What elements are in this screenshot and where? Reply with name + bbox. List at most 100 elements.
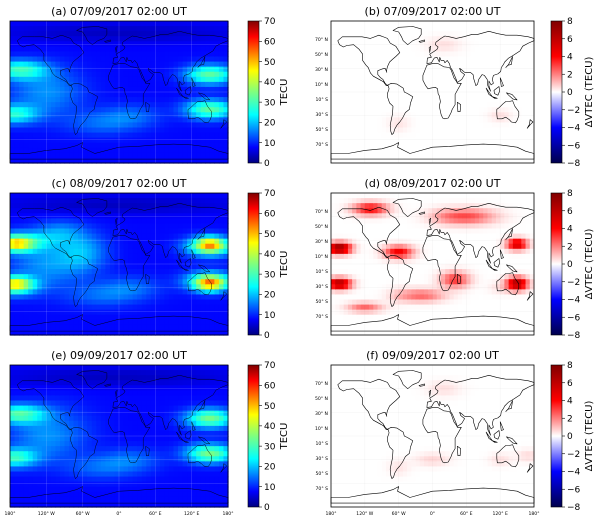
lon-tick-e-6: 180° (222, 511, 233, 517)
lat-tick-b-6: 50° S (315, 127, 328, 133)
colorbar-tick-f-8: 8 (567, 361, 573, 371)
colorbar-tick-b-0: −8 (567, 159, 581, 169)
coastlines-b (330, 26, 535, 160)
colorbar-tick-b-5: 2 (567, 70, 573, 80)
lat-tick-d-0: 70° N (315, 209, 328, 215)
lat-tick-d-4: 10° S (315, 269, 328, 275)
colorbar-tick-f-5: 2 (567, 414, 573, 424)
lat-tick-d-5: 30° S (315, 284, 328, 290)
panel-a: (a) 07/09/2017 02:00 UT 0 10 20 30 40 50 60 70 TE… (9, 5, 290, 169)
colorbar-tick-b-1: −6 (567, 141, 581, 151)
colorbar-e: 0 10 20 30 40 50 60 70 TECU (247, 361, 290, 513)
colorbar-tick-c-6: 60 (264, 209, 276, 219)
map-frame-c (9, 192, 229, 336)
colorbar-tick-b-8: 8 (567, 17, 573, 27)
lon-tick-e-1: 120° W (38, 511, 56, 517)
map-frame-a (9, 20, 229, 164)
colorbar-label-a: TECU (279, 79, 290, 107)
colorbar-tick-c-1: 10 (264, 311, 276, 321)
lat-tick-f-6: 50° S (315, 471, 328, 477)
gridlines-a (10, 21, 228, 163)
colorbar-tick-c-7: 70 (264, 189, 276, 199)
panel-title-f: (f) 09/09/2017 02:00 UT (366, 349, 499, 362)
colorbar-tick-a-4: 40 (264, 78, 276, 88)
lon-tick-e-3: 0° (116, 511, 121, 517)
panel-e: (e) 09/09/2017 02:00 UT 180° 120° W 60° W 0°… (4, 349, 290, 517)
panel-b: (b) 07/09/2017 02:00 UT 70° N 50° N 30° N 10… (315, 5, 595, 169)
colorbar-tick-e-7: 70 (264, 361, 276, 371)
colorbar-tick-a-7: 70 (264, 17, 276, 27)
colorbar-tick-d-1: −6 (567, 313, 581, 323)
colorbar-tick-d-4: 0 (567, 260, 573, 270)
map-frame-d (330, 192, 535, 336)
colorbar-tick-d-8: 8 (567, 189, 573, 199)
gridlines-c (10, 193, 228, 335)
colorbar-tick-c-3: 30 (264, 270, 276, 280)
colorbar-tick-b-3: −2 (567, 106, 580, 116)
coastlines-c (9, 198, 229, 332)
panel-c: (c) 08/09/2017 02:00 UT 0 10 20 30 40 50 60 70 TE… (9, 177, 290, 341)
colorbar-d: −8 −6 −4 −2 0 2 4 6 8 ΔVTEC (TECU) (550, 189, 595, 341)
colorbar-tick-d-5: 2 (567, 242, 573, 252)
heatmap-e (10, 365, 229, 508)
lon-tick-f-4: 60° E (460, 511, 473, 517)
lat-tick-d-3: 10° N (315, 254, 328, 260)
map-frame-f (330, 364, 535, 508)
colorbar-tick-b-6: 4 (567, 53, 573, 63)
lat-tick-f-1: 50° N (315, 396, 328, 402)
lon-tick-f-0: 180° (325, 511, 336, 517)
colorbar-tick-e-2: 20 (264, 463, 276, 473)
colorbar-tick-a-1: 10 (264, 139, 276, 149)
colorbar-tick-e-4: 40 (264, 422, 276, 432)
coastlines-a (9, 26, 229, 160)
lon-tick-f-5: 120° E (492, 511, 508, 517)
lat-tick-f-3: 10° N (315, 426, 328, 432)
colorbar-tick-a-3: 30 (264, 98, 276, 108)
lat-tick-b-5: 30° S (315, 112, 328, 118)
colorbar-tick-f-1: −6 (567, 485, 581, 495)
colorbar-tick-e-5: 50 (264, 402, 276, 412)
colorbar-tick-a-2: 20 (264, 119, 276, 129)
lon-tick-f-2: 60° W (392, 511, 407, 517)
coastlines-d (330, 198, 535, 332)
gridlines-f (331, 365, 534, 507)
colorbar-tick-d-3: −2 (567, 278, 580, 288)
heatmap-f (331, 365, 535, 508)
gridlines-e (10, 365, 228, 507)
gridlines-b (331, 21, 534, 163)
coastlines-e (9, 370, 229, 504)
lat-tick-b-3: 10° N (315, 82, 328, 88)
gridlines-d (331, 193, 534, 335)
heatmap-d (331, 193, 535, 336)
lat-tick-f-5: 30° S (315, 456, 328, 462)
heatmap-c (10, 193, 229, 336)
lat-tick-b-2: 30° N (315, 67, 328, 73)
lon-tick-f-6: 180° (528, 511, 539, 517)
map-frame-b (330, 20, 535, 164)
colorbar-label-b: ΔVTEC (TECU) (584, 57, 595, 128)
colorbar-tick-f-4: 0 (567, 432, 573, 442)
lat-tick-b-1: 50° N (315, 52, 328, 58)
colorbar-tick-e-0: 0 (264, 503, 270, 513)
colorbar-tick-c-5: 50 (264, 230, 276, 240)
coastlines-f (330, 370, 535, 504)
lon-tick-e-0: 180° (4, 511, 15, 517)
lat-tick-f-0: 70° N (315, 381, 328, 387)
panel-d: (d) 08/09/2017 02:00 UT 70° N 50° N 30° N 10… (315, 177, 595, 341)
colorbar-b: −8 −6 −4 −2 0 2 4 6 8 ΔVTEC (TECU) (550, 17, 595, 169)
lat-tick-b-0: 70° N (315, 37, 328, 43)
lat-tick-f-2: 30° N (315, 411, 328, 417)
lat-tick-f-7: 70° S (315, 486, 328, 492)
colorbar-tick-d-6: 4 (567, 225, 573, 235)
panel-title-c: (c) 08/09/2017 02:00 UT (52, 177, 187, 190)
colorbar-label-f: ΔVTEC (TECU) (584, 401, 595, 472)
colorbar-tick-b-7: 6 (567, 35, 573, 45)
colorbar-label-e: TECU (279, 423, 290, 451)
colorbar-tick-f-3: −2 (567, 450, 580, 460)
lat-tick-b-4: 10° S (315, 97, 328, 103)
heatmap-b (331, 21, 535, 164)
colorbar-tick-d-7: 6 (567, 207, 573, 217)
lat-tick-d-2: 30° N (315, 239, 328, 245)
colorbar-tick-f-2: −4 (567, 468, 581, 478)
